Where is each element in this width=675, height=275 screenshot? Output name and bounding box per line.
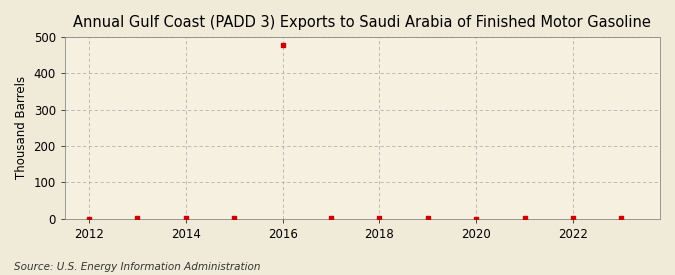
Point [519, 215, 530, 220]
Point [325, 216, 336, 220]
Point [229, 215, 240, 220]
Point [423, 216, 433, 220]
Point [84, 216, 95, 221]
Point [374, 215, 385, 220]
Point [568, 215, 578, 220]
Point [132, 215, 143, 220]
Point [470, 216, 481, 221]
Point [277, 43, 288, 48]
Title: Annual Gulf Coast (PADD 3) Exports to Saudi Arabia of Finished Motor Gasoline: Annual Gulf Coast (PADD 3) Exports to Sa… [74, 15, 651, 30]
Text: Source: U.S. Energy Information Administration: Source: U.S. Energy Information Administ… [14, 262, 260, 272]
Point [180, 216, 191, 220]
Y-axis label: Thousand Barrels: Thousand Barrels [15, 76, 28, 179]
Point [616, 215, 626, 220]
